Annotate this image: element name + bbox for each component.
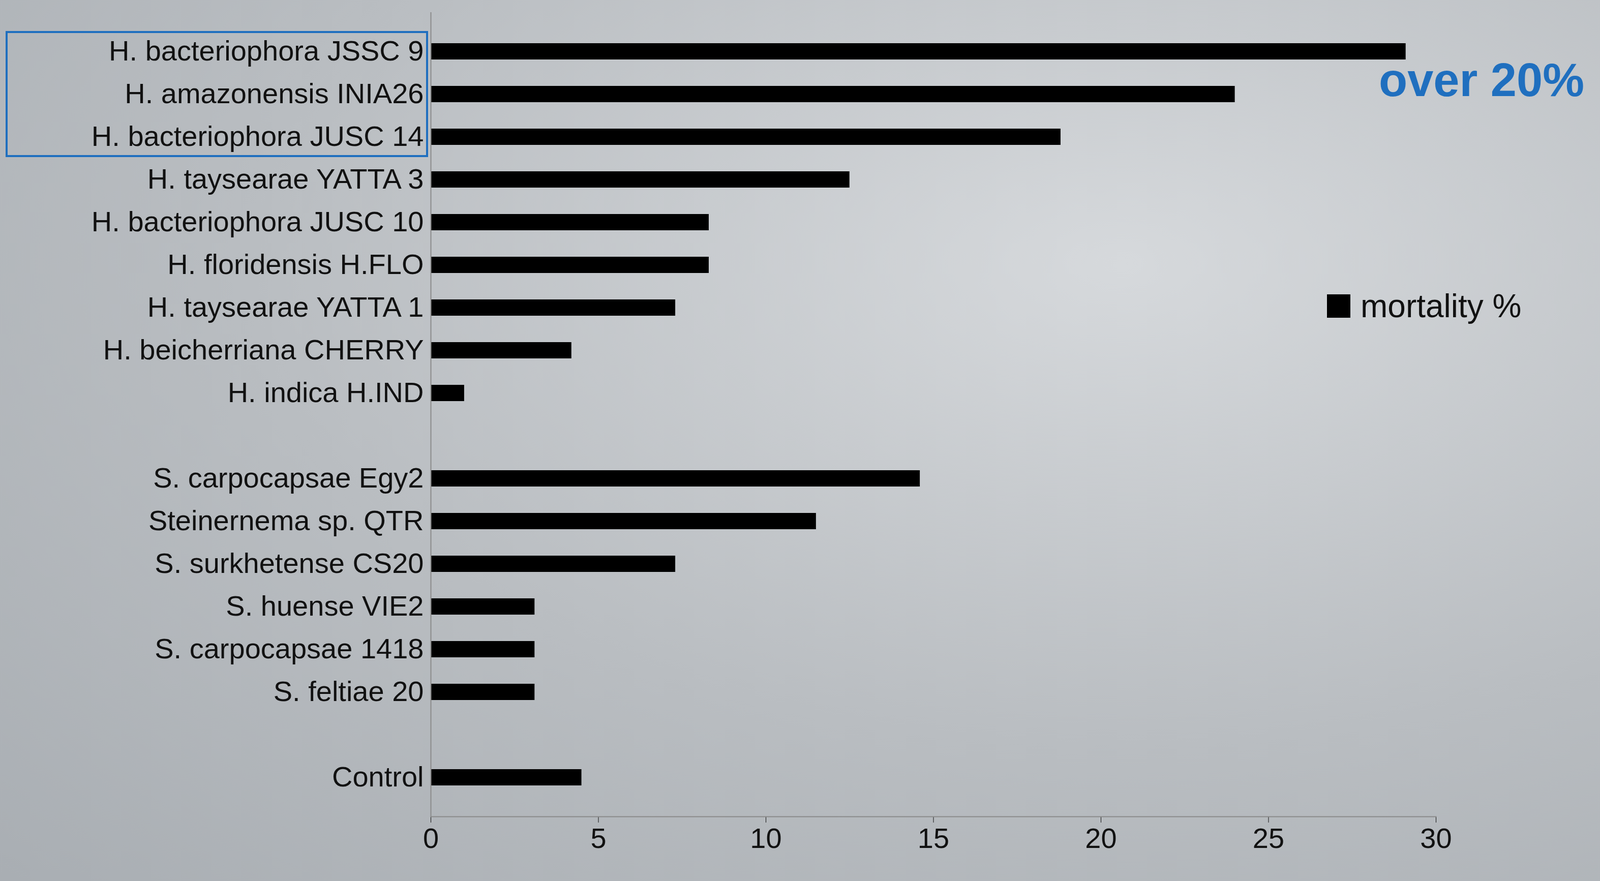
svg-text:10: 10 xyxy=(749,822,782,855)
svg-text:S. huense VIE2: S. huense VIE2 xyxy=(225,589,424,622)
svg-text:H. beicherriana CHERRY: H. beicherriana CHERRY xyxy=(103,333,425,366)
svg-text:H. bacteriophora JUSC 14: H. bacteriophora JUSC 14 xyxy=(91,119,425,153)
svg-text:S. carpocapsae 1418: S. carpocapsae 1418 xyxy=(154,632,424,665)
svg-text:S. carpocapsae Egy2: S. carpocapsae Egy2 xyxy=(153,461,424,494)
svg-text:S. surkhetense CS20: S. surkhetense CS20 xyxy=(154,547,424,580)
svg-text:H. indica H.IND: H. indica H.IND xyxy=(227,376,425,409)
svg-text:H. bacteriophora JUSC 10: H. bacteriophora JUSC 10 xyxy=(91,205,425,238)
svg-text:5: 5 xyxy=(590,822,607,855)
svg-text:Steinernema sp. QTR: Steinernema sp. QTR xyxy=(148,504,425,537)
svg-text:15: 15 xyxy=(917,822,950,855)
svg-text:H. amazonensis INIA26: H. amazonensis INIA26 xyxy=(124,77,424,110)
svg-text:H. floridensis H.FLO: H. floridensis H.FLO xyxy=(167,248,424,281)
html-text:over 20%: over 20% xyxy=(1378,53,1585,106)
svg-text:H. taysearae YATTA 1: H. taysearae YATTA 1 xyxy=(147,290,425,323)
svg-text:20: 20 xyxy=(1084,822,1117,855)
svg-text:25: 25 xyxy=(1252,822,1285,855)
html-text:mortality %: mortality % xyxy=(1360,287,1522,325)
svg-text:30: 30 xyxy=(1420,822,1452,855)
svg-text:H. bacteriophora JSSC 9: H. bacteriophora JSSC 9 xyxy=(108,34,424,67)
svg-text:Control: Control xyxy=(331,760,425,793)
svg-text:H. taysearae YATTA 3: H. taysearae YATTA 3 xyxy=(147,162,425,195)
svg-text:S. feltiae 20: S. feltiae 20 xyxy=(273,675,425,708)
svg-text:0: 0 xyxy=(423,822,439,855)
